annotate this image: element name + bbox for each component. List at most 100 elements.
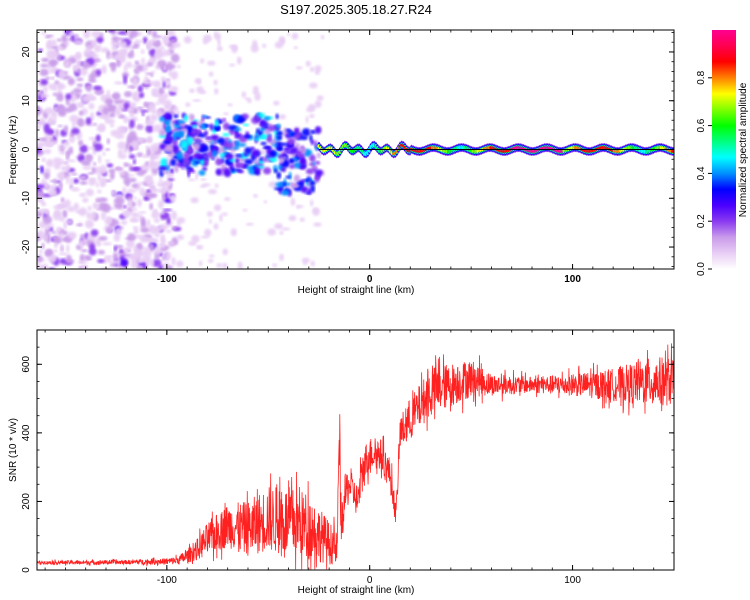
spectral-blob (93, 162, 97, 166)
spectral-blob (43, 123, 51, 133)
spectral-blob (128, 177, 137, 183)
spectral-blob (170, 168, 174, 174)
spectral-blob (258, 159, 264, 164)
colorbar-scale (712, 30, 736, 269)
spectral-blob (139, 92, 145, 99)
spectral-blob (128, 154, 136, 159)
spectrogram-x-axis: -100 0 100 (44, 30, 675, 285)
spectral-blob (296, 154, 305, 158)
spectral-blob (203, 130, 208, 137)
spectral-blob (147, 192, 158, 199)
spectral-blob (194, 161, 201, 164)
spectral-blob (302, 179, 312, 182)
spectral-blob (210, 134, 219, 140)
spectral-blob (286, 33, 291, 37)
spectral-blob (160, 233, 165, 242)
spectral-blob (236, 163, 245, 168)
spectral-blob (152, 208, 158, 214)
colorbar-tick-label: 0.0 (696, 262, 707, 276)
spectral-blob (73, 202, 80, 211)
spectral-blob (145, 178, 152, 185)
spectral-blob (59, 216, 65, 222)
spectral-blob (154, 252, 160, 261)
spectral-blob (141, 262, 148, 269)
spectral-blob (165, 30, 176, 37)
spectral-blob (58, 110, 67, 117)
spectral-blob (321, 35, 325, 40)
spectral-blob (147, 30, 153, 36)
spectral-blob (277, 135, 283, 141)
spectral-blob (182, 156, 191, 165)
y-tick-label: -20 (21, 239, 32, 254)
spectral-blob (222, 117, 227, 123)
spectral-blob (275, 181, 285, 188)
spectral-blob (37, 117, 46, 127)
spectral-blob (68, 57, 77, 64)
spectral-blob (113, 245, 117, 253)
spectral-blob (167, 178, 175, 181)
spectral-blob (159, 116, 166, 122)
spectral-blob (238, 143, 247, 147)
spectral-blob (301, 128, 311, 137)
spectral-blob (158, 166, 168, 171)
spectral-blob (181, 167, 185, 170)
spectral-blob (209, 123, 214, 131)
spectral-blob (158, 199, 164, 209)
spectral-blob (88, 178, 97, 181)
spectral-blob (51, 46, 58, 50)
spectral-blob (230, 167, 236, 173)
spectral-blob (73, 178, 80, 184)
spectral-blob (136, 169, 146, 176)
spectral-blob (61, 34, 68, 43)
spectral-blob (273, 100, 280, 106)
spectral-blob (37, 255, 43, 263)
spectral-blob (158, 178, 163, 182)
spectral-blob (122, 148, 128, 154)
spectral-blob (98, 241, 102, 246)
spectral-blob (76, 77, 84, 82)
spectral-blob (308, 82, 318, 89)
spectral-blob (148, 243, 155, 252)
spectral-blob (314, 140, 318, 148)
spectral-blob (254, 92, 261, 101)
spectral-blob (279, 156, 284, 164)
spectral-blob (317, 152, 321, 159)
spectral-blob (109, 171, 115, 180)
spectral-blob (145, 124, 154, 133)
spectral-blob (104, 98, 114, 105)
spectral-blob (230, 228, 237, 237)
spectral-blob (178, 130, 185, 138)
spectral-blob (78, 110, 84, 116)
spectral-blob (208, 188, 218, 195)
spectral-blob (105, 159, 111, 163)
spectral-blob (78, 139, 84, 147)
x-tick-label: 100 (564, 575, 581, 586)
spectral-blob (315, 175, 320, 180)
spectral-blob (172, 106, 179, 112)
spectral-blob (202, 124, 211, 128)
spectral-blob (200, 178, 207, 181)
spectral-blob (262, 146, 272, 149)
spectral-blob (235, 157, 239, 164)
spectral-blob (171, 144, 180, 153)
spectral-blob (262, 167, 272, 175)
snr-y-label: SNR (10 * v/v) (8, 418, 19, 482)
spectral-blob (203, 34, 212, 43)
spectral-blob (226, 153, 234, 160)
spectral-blob (92, 85, 103, 91)
spectral-blob (281, 227, 291, 231)
spectral-blob (215, 158, 223, 166)
spectral-blob (82, 165, 92, 170)
spectral-blob (260, 156, 264, 161)
spectral-blob (40, 92, 45, 100)
spectral-blob (224, 197, 231, 201)
spectral-blob (90, 211, 96, 221)
spectral-blob (293, 46, 299, 50)
spectral-blob (69, 114, 79, 123)
spectral-blob (213, 204, 222, 212)
spectral-blob (168, 91, 177, 96)
spectral-blob (260, 141, 267, 146)
spectral-blob (79, 180, 88, 185)
spectral-blob (310, 260, 315, 267)
